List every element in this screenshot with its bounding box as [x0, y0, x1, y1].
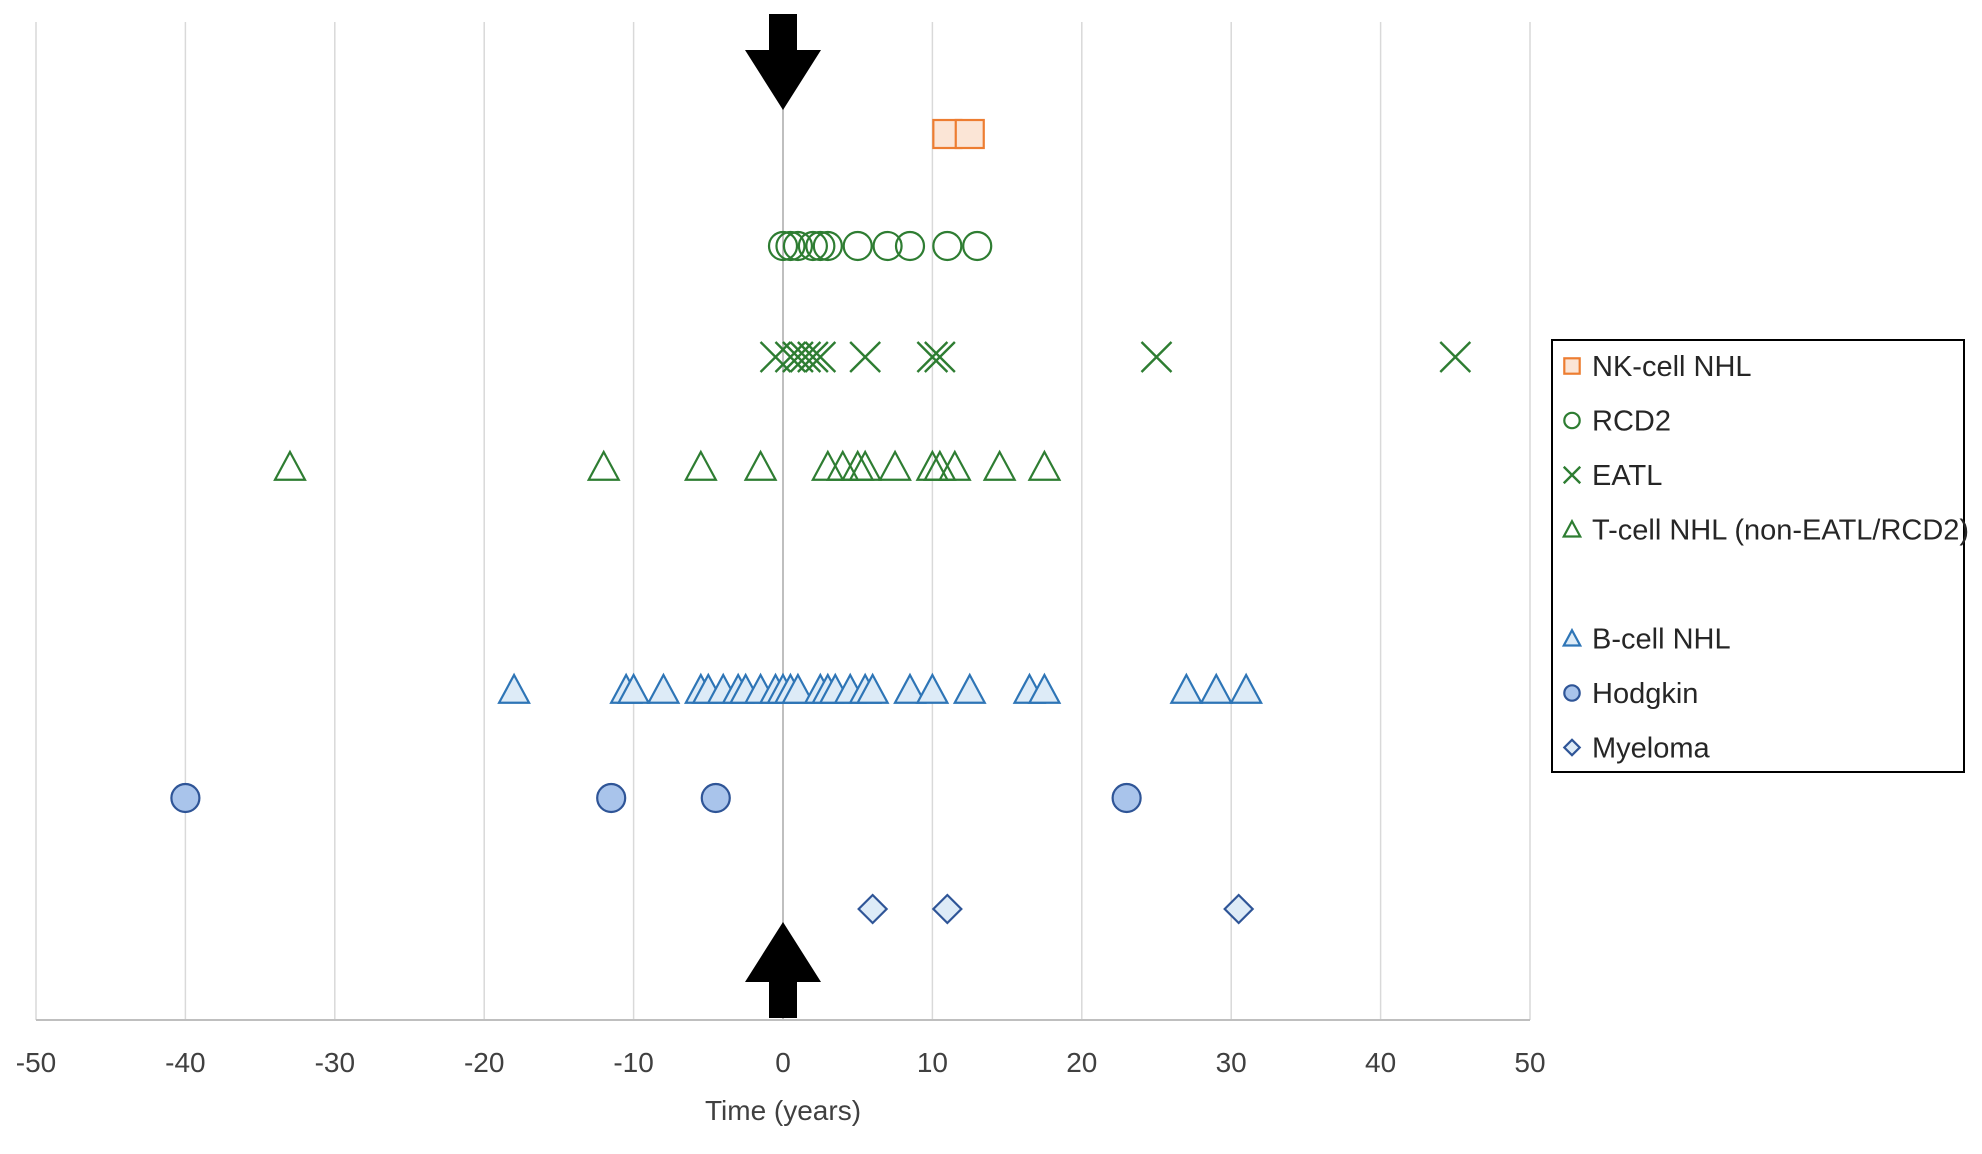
rcd2-point — [962, 230, 993, 262]
legend-label: T-cell NHL (non-EATL/RCD2) — [1592, 515, 1969, 547]
t-cell-nhl-non-eatl-rcd2-point — [810, 449, 845, 481]
t-cell-nhl-non-eatl-rcd2-point — [878, 449, 912, 481]
legend-label: Myeloma — [1592, 733, 1711, 765]
rcd2-point — [797, 230, 828, 262]
b-cell-nhl-point — [1229, 672, 1263, 704]
x-tick-label: 50 — [1514, 1047, 1545, 1078]
x-tick-label: 40 — [1365, 1047, 1396, 1078]
eatl-point — [797, 341, 829, 373]
eatl-point — [782, 341, 814, 373]
eatl-point — [804, 341, 837, 373]
t-cell-nhl-non-eatl-rcd2-point — [586, 449, 621, 481]
rcd2-point — [767, 230, 799, 262]
b-cell-nhl-point — [893, 672, 927, 704]
legend-marker — [1563, 411, 1581, 430]
rcd2-point — [782, 230, 814, 262]
rcd2-point — [775, 230, 806, 262]
b-cell-nhl-point — [781, 672, 815, 704]
t-cell-nhl-non-eatl-rcd2-point — [683, 449, 718, 481]
myeloma-point — [931, 893, 963, 925]
x-axis: -50 -40 -30 -20 -10 0 10 20 30 40 50 — [16, 1019, 1546, 1078]
eatl-point — [916, 341, 949, 373]
x-tick-label: -10 — [613, 1047, 653, 1078]
x-tick-label: -40 — [165, 1047, 205, 1078]
t-cell-nhl-non-eatl-rcd2-point — [937, 449, 972, 481]
t-cell-nhl-non-eatl-rcd2-point — [273, 449, 307, 481]
legend-box — [1551, 339, 1965, 773]
data-points — [170, 118, 1472, 925]
x-tick-label: 10 — [917, 1047, 948, 1078]
b-cell-nhl-point — [1027, 672, 1062, 704]
x-axis-title: Time (years) — [705, 1095, 861, 1126]
eatl-point — [849, 341, 882, 373]
rcd2-point — [812, 230, 843, 262]
b-cell-nhl-point — [915, 672, 950, 704]
legend-label: RCD2 — [1592, 406, 1671, 438]
b-cell-nhl-point — [1199, 672, 1234, 704]
t-cell-nhl-non-eatl-rcd2-point — [743, 449, 778, 481]
rcd2-point — [894, 230, 926, 262]
legend-marker — [1561, 518, 1583, 538]
rcd2-point — [805, 230, 836, 262]
arrows — [745, 14, 821, 1018]
legend: NK-cell NHL RCD2 EATL T-cell NHL (non-EATL/… — [1551, 339, 1969, 773]
t-cell-nhl-non-eatl-rcd2-point — [848, 449, 883, 481]
legend-marker — [1562, 738, 1582, 757]
down-arrow-icon — [745, 14, 821, 110]
hodgkin-point — [170, 782, 201, 814]
legend-label: EATL — [1592, 460, 1662, 492]
eatl-point — [1140, 341, 1173, 373]
x-tick-label: 20 — [1066, 1047, 1097, 1078]
x-tick-label: 30 — [1216, 1047, 1247, 1078]
legend-marker — [1563, 684, 1581, 702]
rcd2-point — [932, 230, 963, 262]
legend-label: Hodgkin — [1592, 678, 1698, 710]
myeloma-point — [857, 893, 889, 925]
t-cell-nhl-non-eatl-rcd2-point — [982, 449, 1017, 481]
b-cell-nhl-point — [952, 672, 987, 704]
x-tick-label: -30 — [315, 1047, 355, 1078]
eatl-point — [789, 341, 822, 373]
x-tick-label: -20 — [464, 1047, 504, 1078]
up-arrow-icon — [745, 922, 821, 1018]
legend-marker — [1563, 357, 1581, 375]
rcd2-point — [872, 230, 903, 262]
b-cell-nhl-point — [855, 672, 890, 704]
b-cell-nhl-point — [497, 672, 531, 704]
b-cell-nhl-point — [646, 672, 681, 704]
eatl-point — [924, 341, 956, 373]
grid-lines — [35, 22, 1531, 1020]
t-cell-nhl-non-eatl-rcd2-point — [1027, 449, 1062, 481]
hodgkin-point — [596, 782, 627, 814]
legend-label: NK-cell NHL — [1592, 351, 1752, 383]
nk-cell-nhl-point — [954, 118, 985, 150]
x-tick-label: -50 — [16, 1047, 56, 1078]
eatl-point — [774, 341, 807, 373]
eatl-point — [759, 341, 792, 373]
b-cell-nhl-point — [1169, 672, 1204, 704]
myeloma-point — [1223, 893, 1255, 925]
legend-label: B-cell NHL — [1592, 624, 1731, 656]
b-cell-nhl-point — [616, 672, 651, 704]
legend-marker — [1562, 465, 1582, 485]
rcd2-point — [842, 230, 873, 262]
hodgkin-point — [700, 782, 731, 814]
eatl-point — [1439, 341, 1472, 373]
legend-marker — [1561, 627, 1583, 647]
x-tick-label: 0 — [775, 1047, 791, 1078]
hodgkin-point — [1111, 782, 1142, 814]
